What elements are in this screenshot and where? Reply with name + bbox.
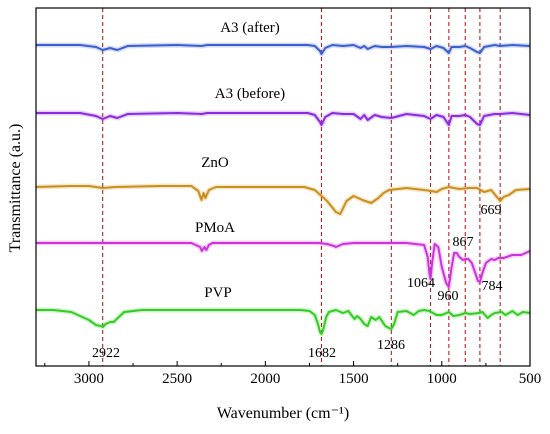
series-halo-1 bbox=[36, 110, 531, 128]
series-label-4: PVP bbox=[204, 285, 232, 301]
series-label-0: A3 (after) bbox=[220, 20, 280, 36]
x-tick-label-500: 500 bbox=[519, 371, 542, 387]
series-line-4 bbox=[36, 309, 531, 335]
peak-label-669: 669 bbox=[481, 203, 502, 218]
series-line-1 bbox=[36, 112, 531, 126]
peak-label-784: 784 bbox=[482, 279, 503, 294]
peak-label-960: 960 bbox=[438, 289, 459, 304]
peak-label-1064: 1064 bbox=[407, 276, 435, 291]
series-label-3: PMoA bbox=[195, 220, 235, 236]
x-tick-label-2000: 2000 bbox=[250, 371, 280, 387]
x-axis-ticks: 3000 2500 2000 1500 1000 500 bbox=[44, 361, 542, 387]
series-label-1: A3 (before) bbox=[215, 86, 285, 102]
peak-label-867: 867 bbox=[453, 235, 474, 250]
series-line-2 bbox=[35, 185, 531, 215]
x-tick-label-2500: 2500 bbox=[162, 371, 192, 387]
peak-label-1682: 1682 bbox=[308, 346, 336, 361]
spectra-curves bbox=[35, 42, 532, 337]
series-halo-2 bbox=[35, 183, 531, 217]
series-line-3 bbox=[36, 242, 531, 288]
peak-label-1286: 1286 bbox=[377, 338, 405, 353]
x-tick-label-1500: 1500 bbox=[339, 371, 369, 387]
peak-label-2922: 2922 bbox=[92, 346, 120, 361]
plot-frame bbox=[35, 7, 531, 367]
series-labels: A3 (after) A3 (before) ZnO PMoA PVP bbox=[195, 20, 285, 301]
series-label-2: ZnO bbox=[201, 155, 229, 171]
x-tick-label-3000: 3000 bbox=[74, 371, 104, 387]
x-tick-label-1000: 1000 bbox=[427, 371, 457, 387]
y-axis-label: Transmittance (a.u.) bbox=[7, 124, 24, 253]
series-line-0 bbox=[36, 44, 531, 55]
x-axis-label: Wavenumber (cm⁻¹) bbox=[217, 405, 349, 422]
